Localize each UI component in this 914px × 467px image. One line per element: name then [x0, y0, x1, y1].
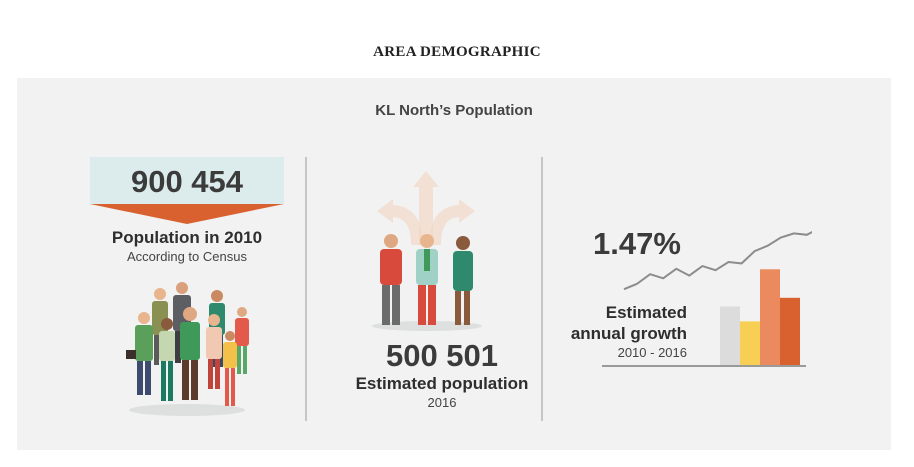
- person-figure-icon: [206, 314, 222, 389]
- down-arrow-icon: [90, 204, 284, 224]
- growth-year-range: 2010 - 2016: [617, 345, 687, 360]
- person-figure-icon: [159, 318, 175, 401]
- estimated-population-year: 2016: [427, 395, 457, 410]
- demographic-panel: KL North’s Population 900 454 Population…: [17, 78, 891, 450]
- growth-chart-illustration: [602, 231, 812, 367]
- growth-bar: [720, 306, 740, 366]
- arrow-right-icon: [429, 199, 475, 246]
- growth-bar: [740, 321, 760, 366]
- growth-label-line1: Estimated: [605, 303, 687, 322]
- growth-trend-line: [623, 231, 812, 291]
- population-2010-value: 900 454: [130, 164, 244, 199]
- arrow-left-icon: [377, 199, 423, 246]
- growth-label: Estimated annual growth: [557, 302, 687, 344]
- person-figure-icon: [126, 312, 153, 395]
- growth-bar: [760, 269, 780, 366]
- growth-rate-value: 1.47%: [593, 226, 681, 261]
- population-value-box: [90, 157, 284, 204]
- column-divider: [541, 157, 543, 421]
- person-figure-icon: [453, 236, 473, 325]
- panel-subtitle: KL North’s Population: [375, 102, 533, 119]
- growth-label-line2: annual growth: [570, 324, 687, 343]
- person-figure-icon: [416, 234, 438, 325]
- crowd-illustration: [126, 282, 249, 416]
- arrow-up-icon: [413, 171, 439, 245]
- person-figure-icon: [380, 234, 402, 325]
- person-figure-icon: [223, 331, 237, 406]
- population-2010-label: Population in 2010: [111, 228, 263, 247]
- page-heading: AREA DEMOGRAPHIC: [373, 44, 541, 60]
- person-figure-icon: [235, 307, 249, 374]
- growth-bar: [780, 297, 800, 366]
- estimated-population-value: 500 501: [385, 338, 499, 373]
- person-figure-icon: [180, 307, 200, 400]
- three-people-arrows-illustration: [372, 171, 482, 331]
- column-divider: [305, 157, 307, 421]
- estimated-population-label: Estimated population: [355, 374, 529, 393]
- population-2010-source: According to Census: [127, 249, 247, 264]
